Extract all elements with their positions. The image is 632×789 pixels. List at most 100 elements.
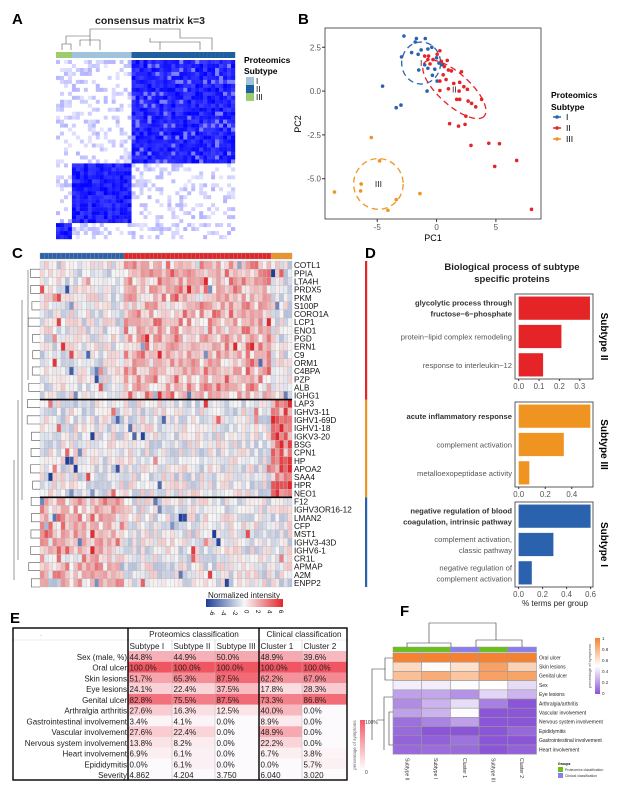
matrix-cell bbox=[119, 63, 124, 69]
heatmap-cell bbox=[283, 562, 288, 571]
matrix-cell bbox=[191, 79, 196, 85]
heatmap-cell bbox=[258, 326, 263, 335]
matrix-cell bbox=[183, 219, 188, 224]
heatmap-cell bbox=[132, 578, 137, 588]
heatmap-cell bbox=[392, 661, 423, 672]
heatmap-cell bbox=[254, 334, 259, 343]
matrix-cell bbox=[67, 219, 73, 224]
heatmap-cell bbox=[199, 505, 204, 514]
group-annotation bbox=[421, 646, 451, 653]
matrix-cell bbox=[231, 135, 236, 140]
heatmap-cell bbox=[191, 415, 196, 425]
heatmap-cell bbox=[115, 513, 120, 522]
heatmap-cell bbox=[182, 472, 188, 482]
heatmap-cell bbox=[140, 513, 146, 522]
row-label: Vascular involvement bbox=[52, 728, 128, 737]
matrix-cell bbox=[127, 171, 132, 176]
heatmap-cell bbox=[270, 546, 276, 555]
heatmap-cell bbox=[174, 464, 179, 474]
matrix-cell bbox=[191, 227, 196, 232]
heatmap-cell bbox=[195, 440, 200, 449]
heatmap-cell bbox=[56, 456, 62, 465]
matrix-cell bbox=[103, 95, 108, 100]
matrix-cell bbox=[167, 123, 172, 128]
heatmap-cell bbox=[44, 285, 49, 294]
matrix-cell bbox=[127, 83, 132, 89]
matrix-cell bbox=[95, 219, 100, 224]
heatmap-cell bbox=[178, 317, 183, 327]
matrix-cell bbox=[159, 191, 164, 196]
heatmap-cell bbox=[69, 358, 74, 368]
matrix-cell bbox=[203, 231, 208, 236]
heatmap-cell bbox=[220, 440, 225, 449]
heatmap-cell bbox=[275, 358, 280, 368]
heatmap-cell bbox=[182, 326, 188, 335]
heatmap-cell bbox=[65, 472, 70, 482]
heatmap-cell bbox=[241, 537, 246, 547]
matrix-cell bbox=[219, 75, 224, 81]
heatmap-cell bbox=[161, 456, 167, 465]
heatmap-cell bbox=[86, 456, 91, 465]
matrix-cell bbox=[95, 60, 100, 65]
matrix-cell bbox=[219, 203, 224, 208]
matrix-cell bbox=[71, 211, 77, 216]
matrix-cell bbox=[71, 143, 77, 148]
heatmap-cell bbox=[111, 391, 116, 400]
heatmap-cell bbox=[132, 277, 137, 286]
heatmap-cell bbox=[94, 562, 99, 571]
matrix-cell bbox=[171, 99, 176, 104]
matrix-cell bbox=[167, 75, 172, 81]
matrix-cell bbox=[83, 123, 89, 128]
matrix-cell bbox=[103, 83, 108, 89]
matrix-cell bbox=[183, 83, 188, 89]
matrix-cell bbox=[215, 179, 220, 184]
heatmap-cell bbox=[111, 440, 116, 449]
heatmap-cell bbox=[107, 464, 112, 474]
column-annotation bbox=[119, 252, 125, 260]
matrix-cell bbox=[127, 139, 132, 144]
y-axis-label: PC2 bbox=[293, 115, 303, 133]
column-annotation bbox=[115, 52, 120, 58]
matrix-cell bbox=[131, 183, 136, 188]
heatmap-cell bbox=[86, 358, 91, 368]
heatmap-cell bbox=[186, 366, 192, 376]
heatmap-cell bbox=[275, 456, 280, 465]
matrix-cell bbox=[143, 123, 148, 128]
heatmap-cell bbox=[161, 554, 167, 563]
y-tick-label: -5.0 bbox=[307, 175, 321, 184]
heatmap-cell bbox=[94, 431, 99, 441]
heatmap-cell bbox=[241, 342, 246, 351]
matrix-cell bbox=[223, 67, 228, 73]
heatmap-cell bbox=[60, 350, 66, 359]
matrix-cell bbox=[211, 67, 216, 73]
column-annotation bbox=[207, 252, 213, 260]
heatmap-cell bbox=[182, 317, 188, 327]
heatmap-cell bbox=[174, 285, 179, 294]
heatmap-cell bbox=[60, 529, 66, 539]
heatmap-cell bbox=[233, 301, 238, 311]
matrix-cell bbox=[111, 123, 116, 128]
heatmap-cell bbox=[165, 383, 171, 392]
heatmap-cell bbox=[245, 440, 251, 449]
heatmap-cell bbox=[191, 497, 196, 506]
matrix-cell bbox=[99, 159, 104, 164]
heatmap-cell bbox=[199, 342, 204, 351]
matrix-cell bbox=[79, 223, 85, 228]
x-tick-label: 0.4 bbox=[566, 490, 578, 499]
heatmap-cell bbox=[224, 440, 230, 449]
heatmap-cell bbox=[165, 350, 171, 359]
table-cell-value: 3.4% bbox=[130, 717, 148, 726]
table-cell-value: 27.6% bbox=[130, 707, 153, 716]
heatmap-cell bbox=[254, 448, 259, 457]
heatmap-cell bbox=[207, 578, 213, 588]
matrix-cell bbox=[115, 131, 120, 136]
matrix-cell bbox=[223, 83, 228, 89]
matrix-cell bbox=[127, 95, 132, 100]
heatmap-cell bbox=[98, 562, 104, 571]
matrix-cell bbox=[191, 99, 196, 104]
heatmap-cell bbox=[270, 268, 276, 278]
matrix-cell bbox=[143, 191, 148, 196]
matrix-cell bbox=[79, 175, 85, 180]
heatmap-cell bbox=[56, 383, 62, 392]
heatmap-cell bbox=[392, 698, 423, 709]
